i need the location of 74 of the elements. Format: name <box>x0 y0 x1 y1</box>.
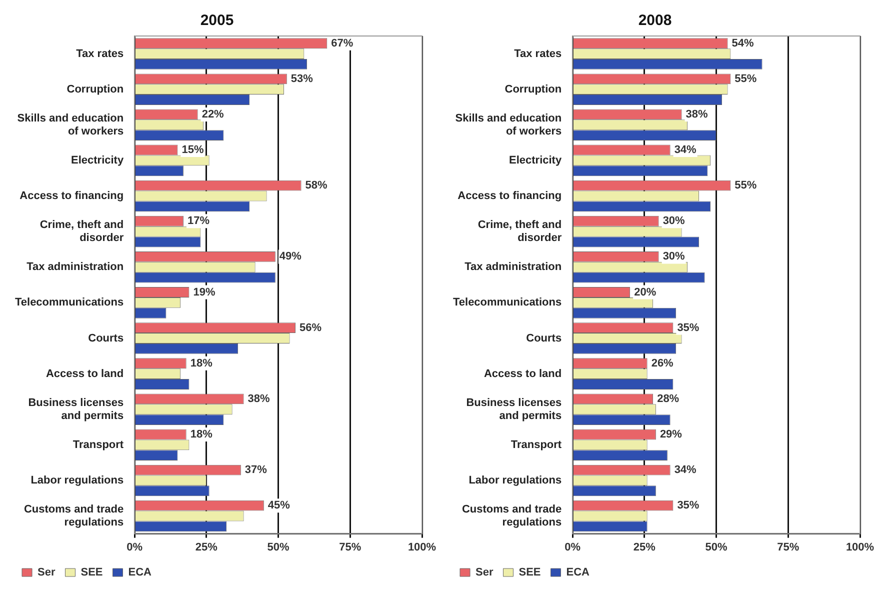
legend-label: SEE <box>518 566 541 579</box>
data-label: 30% <box>662 215 686 228</box>
x-tick-label: 75% <box>339 541 362 554</box>
legend-label: ECA <box>566 566 590 579</box>
data-label: 53% <box>290 72 314 85</box>
x-tick-label: 75% <box>777 541 800 554</box>
y-tick-label: Tax rates <box>514 48 562 60</box>
y-tick-label: Access to land <box>46 368 124 380</box>
y-tick-label: Labor regulations <box>30 474 124 486</box>
y-tick-label: Business licenses and permits <box>28 396 124 422</box>
data-label: 26% <box>651 357 674 370</box>
data-label: 56% <box>300 322 322 334</box>
y-tick-label: Courts <box>88 332 124 344</box>
y-tick-label: Skills and education of workers <box>455 112 562 138</box>
legend-label: ECA <box>128 566 152 579</box>
y-tick-label: Access to land <box>484 368 562 380</box>
y-tick-label: Corruption <box>66 83 124 96</box>
legend-label: SEE <box>80 566 103 579</box>
y-tick-label: Skills and education of workers <box>17 112 124 138</box>
x-tick-label: 100% <box>846 541 874 554</box>
data-label: 35% <box>677 322 700 334</box>
data-label: 55% <box>734 180 757 192</box>
data-label: 49% <box>279 250 302 263</box>
data-label: 55% <box>734 72 757 85</box>
y-tick-label: Electricity <box>71 154 124 166</box>
data-label: 35% <box>677 500 700 512</box>
data-label: 15% <box>182 144 204 156</box>
x-tick-label: 50% <box>705 541 728 554</box>
y-tick-label: Transport <box>72 438 124 451</box>
data-label: 67% <box>331 37 354 50</box>
chart-title: 2005 <box>200 12 234 30</box>
data-label: 18% <box>190 357 213 370</box>
y-tick-label: Access to financing <box>20 190 124 202</box>
data-label: 34% <box>674 144 697 156</box>
x-tick-label: 100% <box>408 541 436 554</box>
y-tick-label: Telecommunications <box>452 296 562 309</box>
y-tick-label: Crime, theft and disorder <box>40 218 124 244</box>
y-tick-label: Tax rates <box>76 48 124 60</box>
data-label: 18% <box>190 428 213 441</box>
data-label: 30% <box>662 250 686 263</box>
legend-label: Ser <box>476 566 494 579</box>
y-tick-label: Corruption <box>504 83 562 96</box>
data-label: 45% <box>268 500 290 512</box>
x-tick-label: 0% <box>126 541 143 554</box>
data-label: 22% <box>202 108 224 120</box>
x-tick-label: 25% <box>195 541 218 554</box>
y-tick-label: Transport <box>510 438 562 451</box>
data-label: 28% <box>657 392 680 405</box>
data-label: 54% <box>732 37 754 50</box>
data-label: 38% <box>686 108 708 120</box>
data-label: 29% <box>660 428 682 441</box>
chart-title: 2008 <box>638 12 672 30</box>
y-tick-label: Electricity <box>509 154 562 166</box>
y-tick-label: Tax administration <box>26 261 124 274</box>
y-tick-label: Business licenses and permits <box>466 396 562 422</box>
y-tick-label: Tax administration <box>464 261 562 274</box>
x-tick-label: 50% <box>267 541 290 554</box>
x-tick-label: 25% <box>633 541 656 554</box>
x-tick-label: 0% <box>564 541 581 554</box>
data-label: 19% <box>193 286 216 298</box>
y-tick-label: Access to financing <box>458 190 562 202</box>
data-label: 20% <box>634 286 656 298</box>
data-label: 58% <box>305 180 328 192</box>
y-tick-label: Telecommunications <box>14 296 124 309</box>
y-tick-label: Crime, theft and disorder <box>478 218 562 244</box>
data-label: 38% <box>248 392 270 405</box>
y-tick-label: Courts <box>526 332 562 344</box>
data-label: 37% <box>244 464 268 476</box>
data-label: 17% <box>187 215 210 228</box>
y-tick-label: Customs and trade regulations <box>462 503 562 529</box>
data-label: 34% <box>674 464 697 476</box>
y-tick-label: Labor regulations <box>468 474 562 486</box>
y-tick-label: Customs and trade regulations <box>24 503 124 529</box>
legend-label: Ser <box>38 566 56 579</box>
